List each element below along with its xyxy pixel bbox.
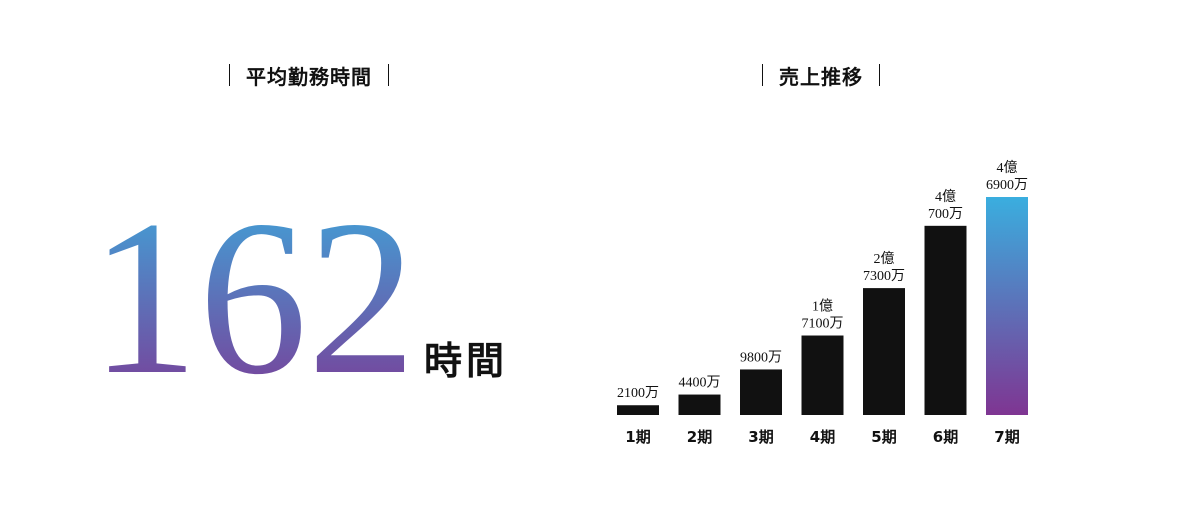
category-label-4: 4期 <box>810 428 835 446</box>
category-label-2: 2期 <box>687 428 712 446</box>
sales-bar-6 <box>924 225 967 415</box>
hours-unit-label: 時間 <box>424 339 509 383</box>
category-label-1: 1期 <box>625 428 650 446</box>
average-hours-value: 162 <box>90 195 416 380</box>
sales-trend-heading: 売上推移 <box>752 62 890 89</box>
average-hours-heading: 平均勤務時間 <box>216 62 402 89</box>
data-label-1: 2100万 <box>617 386 659 401</box>
average-hours-title: 平均勤務時間 <box>246 64 372 89</box>
sales-bar-4 <box>801 335 844 415</box>
data-label-6: 4億 700万 <box>928 189 963 222</box>
heading-divider-left <box>229 64 230 86</box>
category-label-3: 3期 <box>748 428 773 446</box>
data-label-2: 4400万 <box>679 376 721 391</box>
data-label-3: 9800万 <box>740 350 782 365</box>
heading-divider-left <box>762 64 763 86</box>
sales-bar-2 <box>678 394 721 415</box>
sales-bar-1 <box>617 405 659 415</box>
average-hours-number: 162 <box>90 195 416 380</box>
heading-divider-right <box>388 64 389 86</box>
category-label-5: 5期 <box>871 428 896 446</box>
sales-bar-chart: 2100万 1期 4400万 2期 9800万 3期 1億 7100万 4期 2億 7300万 5期 4… <box>617 160 1028 446</box>
bar-group: 2100万 1期 4400万 2期 9800万 3期 1億 7100万 4期 2億 7300万 5期 4… <box>617 160 1028 446</box>
category-label-7: 7期 <box>994 428 1019 446</box>
sales-bar-5 <box>863 288 905 415</box>
category-label-6: 6期 <box>933 428 958 446</box>
data-label-7: 4億 6900万 <box>986 160 1028 193</box>
sales-bar-7 <box>986 197 1028 415</box>
data-label-4: 1億 7100万 <box>802 299 844 332</box>
heading-divider-right <box>879 64 880 86</box>
sales-trend-title: 売上推移 <box>779 64 863 89</box>
sales-bar-3 <box>740 369 782 415</box>
data-label-5: 2億 7300万 <box>863 251 905 284</box>
